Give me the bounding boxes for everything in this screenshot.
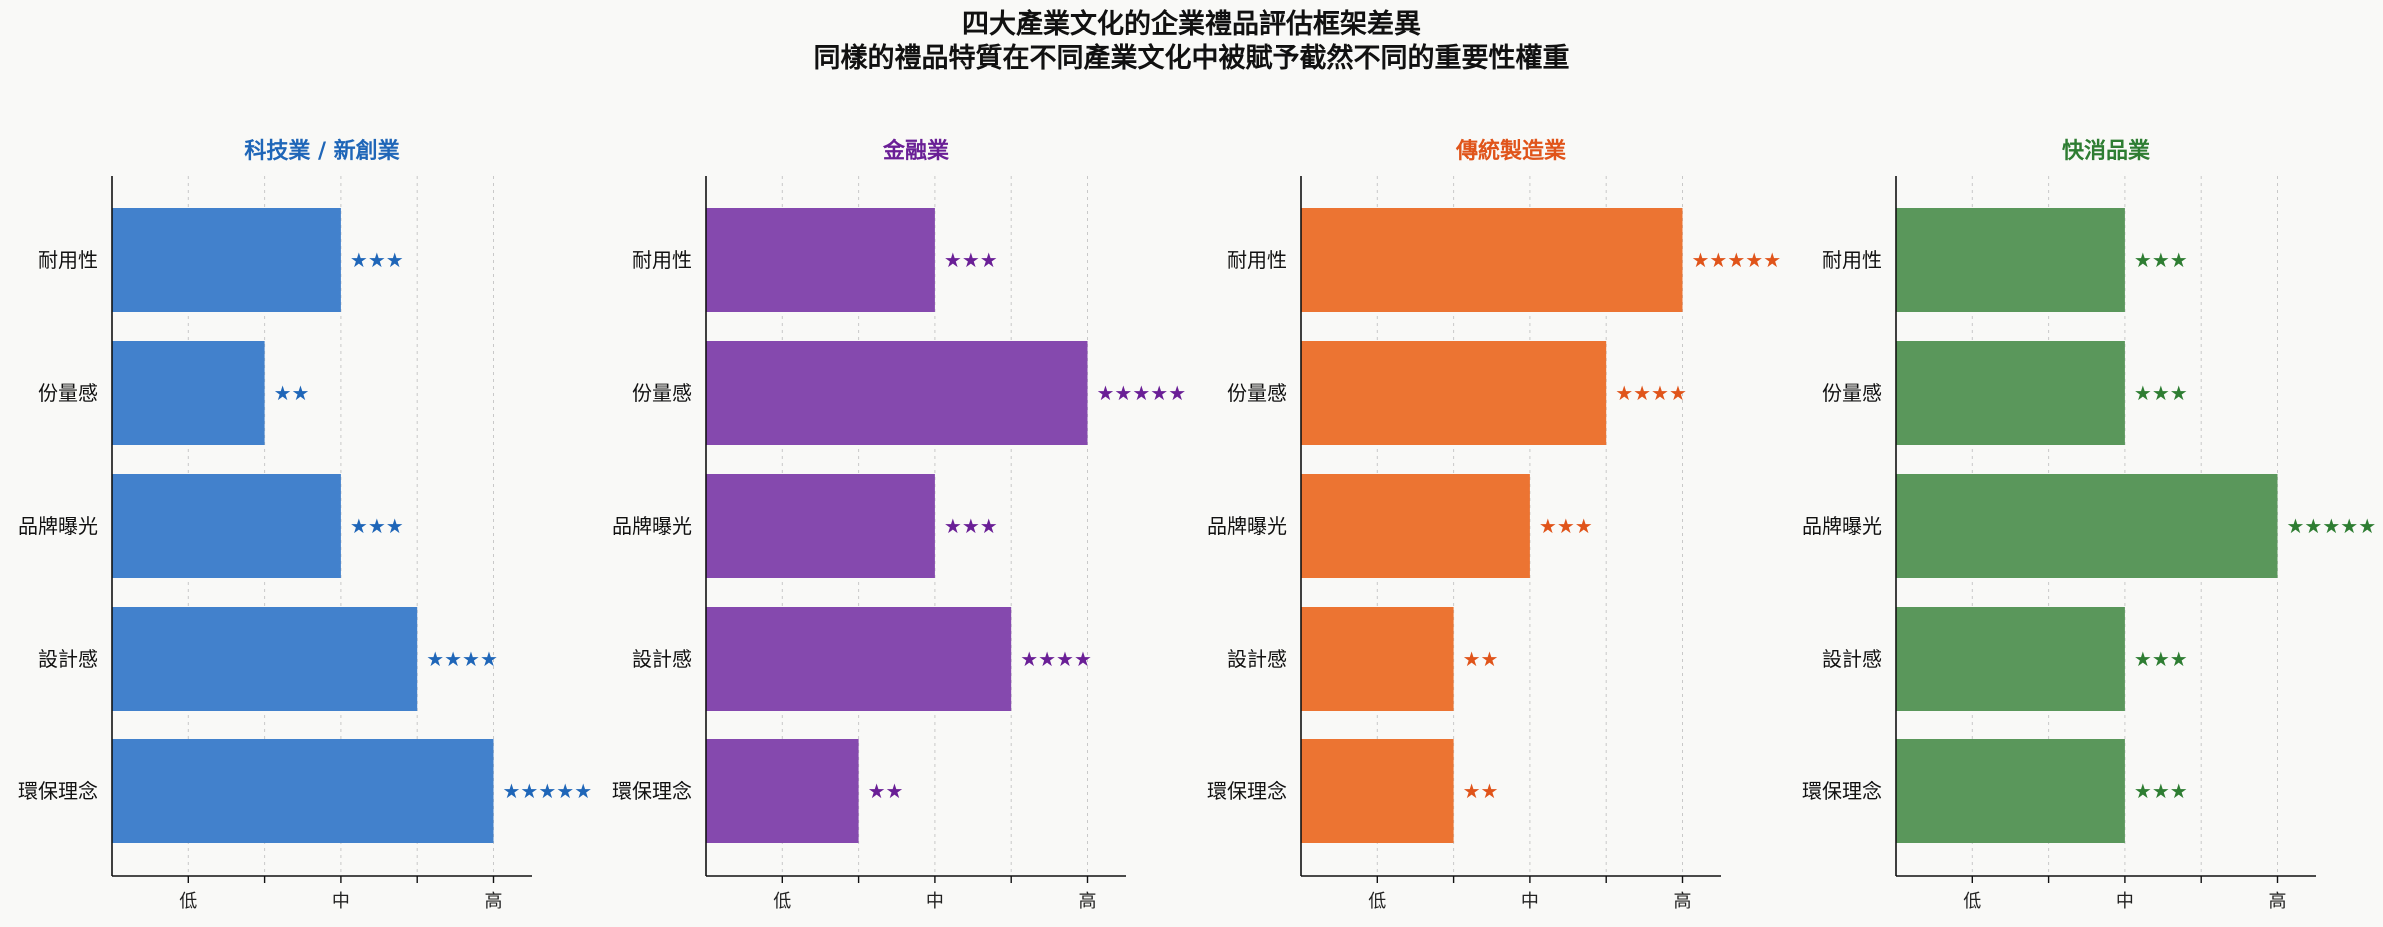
category-label: 環保理念 bbox=[1207, 779, 1287, 803]
x-tick-label: 中 bbox=[2116, 891, 2134, 912]
bar bbox=[112, 474, 341, 578]
category-label: 耐用性 bbox=[1227, 248, 1287, 272]
bar bbox=[1301, 341, 1607, 445]
x-tick-label: 中 bbox=[1521, 891, 1539, 912]
bar-star-label: ★★★ bbox=[1539, 514, 1593, 538]
bar-star-label: ★★★ bbox=[944, 514, 998, 538]
category-label: 份量感 bbox=[632, 381, 692, 405]
x-tick-label: 高 bbox=[1079, 891, 1097, 912]
bar-star-label: ★★★ bbox=[350, 248, 404, 272]
bar bbox=[112, 208, 341, 312]
x-tick-label: 低 bbox=[1963, 891, 1981, 912]
x-tick-label: 低 bbox=[179, 891, 197, 912]
category-label: 品牌曝光 bbox=[612, 514, 692, 538]
bar-star-label: ★★★ bbox=[2134, 647, 2188, 671]
category-label: 耐用性 bbox=[632, 248, 692, 272]
x-tick-label: 高 bbox=[485, 891, 503, 912]
chart-title-line-1: 四大產業文化的企業禮品評估框架差異 bbox=[962, 9, 1421, 40]
bar bbox=[706, 607, 1012, 711]
bar-star-label: ★★ bbox=[274, 381, 310, 405]
bar bbox=[1301, 739, 1454, 843]
bar bbox=[1896, 474, 2278, 578]
bar-star-label: ★★★★★ bbox=[503, 779, 593, 803]
panel-title: 快消品業 bbox=[2062, 139, 2151, 164]
bar bbox=[1896, 341, 2125, 445]
bar-star-label: ★★★ bbox=[2134, 381, 2188, 405]
category-label: 環保理念 bbox=[612, 779, 692, 803]
category-label: 設計感 bbox=[1822, 647, 1882, 671]
bar-star-label: ★★★★★ bbox=[1692, 248, 1782, 272]
x-tick-label: 中 bbox=[332, 891, 350, 912]
panel-1: 科技業 / 新創業 ★★★ 耐用性 ★★ 份量感 ★★★ 品牌曝光 ★★★★ 設計感 ★★★★★ 環… bbox=[18, 138, 592, 912]
panel-title: 傳統製造業 bbox=[1455, 138, 1567, 164]
x-tick-label: 中 bbox=[926, 891, 944, 912]
x-tick-label: 低 bbox=[773, 891, 791, 912]
x-tick-label: 低 bbox=[1368, 891, 1386, 912]
bar-star-label: ★★★★ bbox=[1020, 647, 1092, 671]
bar bbox=[1301, 607, 1454, 711]
category-label: 設計感 bbox=[1227, 647, 1287, 671]
bar bbox=[706, 208, 935, 312]
bar bbox=[1896, 607, 2125, 711]
bar bbox=[1301, 474, 1530, 578]
bar-star-label: ★★★★★ bbox=[2287, 514, 2377, 538]
category-label: 耐用性 bbox=[1822, 248, 1882, 272]
category-label: 份量感 bbox=[1822, 381, 1882, 405]
category-label: 份量感 bbox=[38, 381, 98, 405]
bar bbox=[112, 607, 418, 711]
bar-star-label: ★★★ bbox=[2134, 779, 2188, 803]
bar bbox=[112, 739, 494, 843]
bar-star-label: ★★ bbox=[868, 779, 904, 803]
bar-star-label: ★★★ bbox=[2134, 248, 2188, 272]
bar bbox=[706, 474, 935, 578]
x-tick-label: 高 bbox=[2269, 891, 2287, 912]
category-label: 環保理念 bbox=[18, 779, 98, 803]
category-label: 耐用性 bbox=[38, 248, 98, 272]
bar bbox=[706, 341, 1088, 445]
category-label: 份量感 bbox=[1227, 381, 1287, 405]
bar-star-label: ★★★★★ bbox=[1097, 381, 1187, 405]
bar-star-label: ★★★ bbox=[350, 514, 404, 538]
bar-star-label: ★★★★ bbox=[426, 647, 498, 671]
bar-star-label: ★★★ bbox=[944, 248, 998, 272]
bar-star-label: ★★★★ bbox=[1615, 381, 1687, 405]
bar bbox=[1896, 208, 2125, 312]
category-label: 設計感 bbox=[38, 647, 98, 671]
bar-star-label: ★★ bbox=[1463, 647, 1499, 671]
panel-title: 科技業 / 新創業 bbox=[244, 138, 400, 164]
category-label: 品牌曝光 bbox=[1802, 514, 1882, 538]
panel-title: 金融業 bbox=[882, 138, 950, 164]
x-tick-label: 高 bbox=[1674, 891, 1692, 912]
chart-subtitle: 同樣的禮品特質在不同產業文化中被賦予截然不同的重要性權重 bbox=[813, 43, 1570, 74]
bar bbox=[112, 341, 265, 445]
category-label: 品牌曝光 bbox=[18, 514, 98, 538]
chart-title: 四大產業文化的企業禮品評估框架差異 同樣的禮品特質在不同產業文化中被賦予截然不同… bbox=[0, 8, 2383, 76]
bar bbox=[706, 739, 859, 843]
bar bbox=[1301, 208, 1683, 312]
category-label: 品牌曝光 bbox=[1207, 514, 1287, 538]
bar bbox=[1896, 739, 2125, 843]
category-label: 設計感 bbox=[632, 647, 692, 671]
category-label: 環保理念 bbox=[1802, 779, 1882, 803]
bar-star-label: ★★ bbox=[1463, 779, 1499, 803]
